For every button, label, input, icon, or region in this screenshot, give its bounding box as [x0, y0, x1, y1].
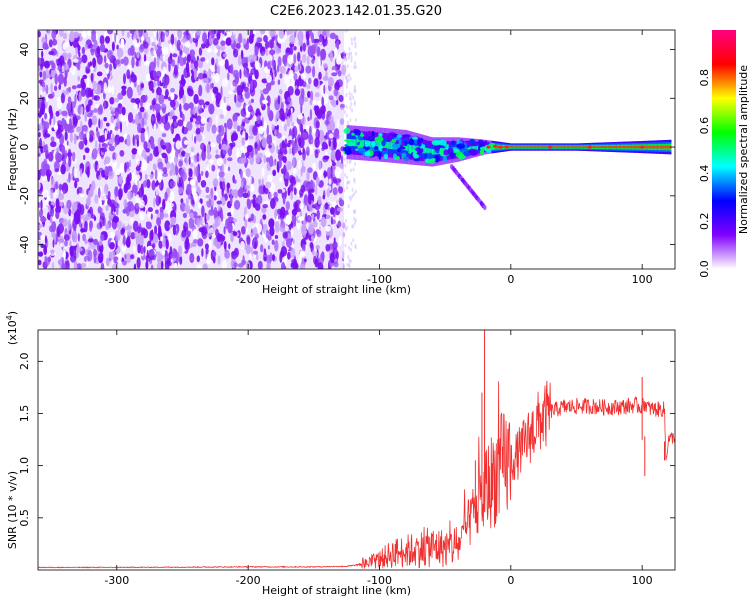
snr-y-ticks: 0.5 1.0 1.5 2.0	[18, 353, 675, 527]
snr-panel: -300 -200 -100 0 100 0.5 1.0 1.5 2.0 Height of …	[5, 311, 676, 597]
snr-y-scale-close: )	[6, 311, 19, 315]
colorbar-tick-label: 0.2	[698, 212, 711, 230]
snr-x-ticks: -300 -200 -100 0 100	[104, 330, 653, 587]
spectrogram-x-tick-label: 0	[507, 273, 514, 286]
spectrogram-heatmap	[38, 30, 672, 269]
snr-x-tick-label: -100	[367, 574, 392, 587]
spectrogram-y-tick-label: -20	[18, 187, 31, 205]
snr-y-tick-label: 1.0	[18, 457, 31, 475]
colorbar-ticks: 0.0 0.2 0.4 0.6 0.8	[698, 69, 711, 278]
spectrogram-x-tick-label: -300	[104, 273, 129, 286]
spectrogram-y-tick-label: 0	[18, 144, 31, 151]
snr-y-tick-label: 1.5	[18, 405, 31, 423]
snr-y-axis-label: SNR (10 * v/v)	[6, 471, 19, 549]
colorbar: 0.0 0.2 0.4 0.6 0.8 Normalized spectral ampl…	[698, 30, 750, 278]
snr-y-tick-label: 2.0	[18, 353, 31, 371]
spectrogram-y-tick-label: 20	[18, 91, 31, 105]
spectrogram-x-tick-label: -200	[236, 273, 261, 286]
snr-x-tick-label: 0	[507, 574, 514, 587]
figure-title: C2E6.2023.142.01.35.G20	[270, 4, 442, 19]
snr-y-tick-label: 0.5	[18, 509, 31, 527]
snr-x-tick-label: -200	[236, 574, 261, 587]
colorbar-tick-label: 0.0	[698, 260, 711, 278]
snr-y-scale-prefix: (x10	[6, 320, 19, 345]
spectrogram-x-ticks: -300 -200 -100 0 100	[104, 30, 653, 286]
spectrogram-x-tick-label: 100	[632, 273, 653, 286]
colorbar-tick-label: 0.8	[698, 69, 711, 87]
spectrogram-y-axis-label: Frequency (Hz)	[6, 108, 19, 191]
snr-x-tick-label: 100	[632, 574, 653, 587]
spectrogram-y-ticks: -40 -20 0 20 40	[18, 43, 675, 254]
signal-band	[343, 125, 672, 211]
colorbar-label: Normalized spectral amplitude	[737, 65, 750, 234]
colorbar-tick-label: 0.6	[698, 117, 711, 135]
snr-y-scale-label: (x104)	[5, 311, 19, 345]
noise-speckles	[38, 30, 357, 269]
snr-x-tick-label: -300	[104, 574, 129, 587]
snr-line-layer	[38, 330, 675, 569]
spectrogram-x-axis-label: Height of straight line (km)	[262, 283, 411, 296]
spectrogram-y-tick-label: -40	[18, 236, 31, 254]
spectrogram-y-tick-label: 40	[18, 43, 31, 57]
snr-frame	[37, 329, 676, 571]
snr-y-scale-exponent: 4	[5, 315, 14, 320]
spectrogram-x-tick-label: -100	[367, 273, 392, 286]
spectrogram-frame	[37, 29, 676, 270]
snr-x-axis-label: Height of straight line (km)	[262, 584, 411, 597]
colorbar-gradient	[712, 30, 736, 269]
colorbar-tick-label: 0.4	[698, 165, 711, 183]
snr-series-line	[38, 380, 675, 569]
